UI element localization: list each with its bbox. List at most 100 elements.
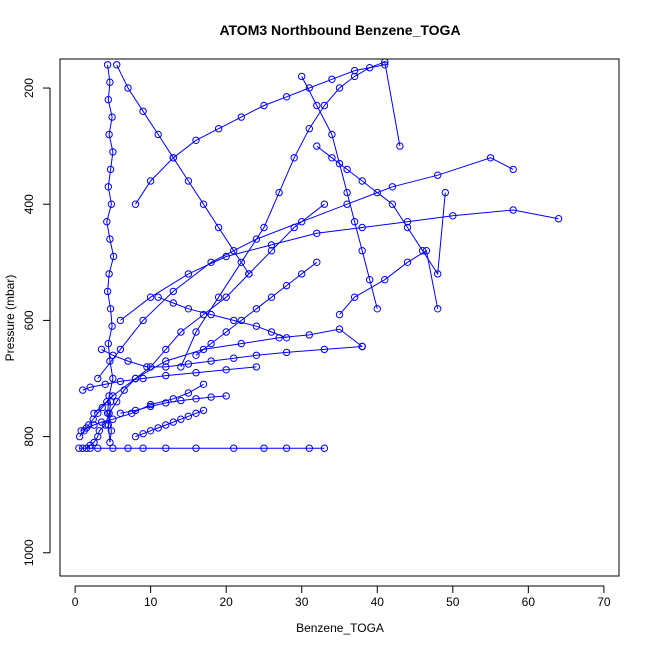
data-point (184, 305, 193, 313)
y-tick-label: 1000 (22, 539, 36, 566)
data-point (237, 113, 246, 121)
series-line (93, 328, 363, 414)
data-point (207, 258, 215, 266)
data-point (328, 130, 336, 139)
data-point (101, 380, 110, 388)
data-point (275, 188, 283, 197)
data-point (184, 177, 193, 185)
data-point (131, 374, 140, 383)
data-point (267, 247, 276, 255)
series-line (135, 64, 385, 205)
data-point (509, 165, 517, 174)
data-point (109, 392, 117, 400)
series-12 (298, 72, 381, 313)
series-line (180, 61, 401, 368)
data-point (214, 223, 223, 232)
series-9 (177, 59, 404, 371)
data-point (199, 406, 208, 415)
x-tick-label: 60 (522, 595, 536, 609)
data-point (162, 345, 170, 354)
data-point (75, 432, 84, 441)
plot-area (75, 59, 563, 452)
y-axis-label: Pressure (mbar) (3, 275, 17, 362)
data-point (146, 402, 155, 411)
data-point (373, 305, 381, 313)
data-point (350, 218, 359, 226)
data-point (79, 386, 87, 394)
data-point (116, 345, 125, 354)
data-point (434, 270, 442, 278)
data-point (230, 444, 238, 452)
data-point (335, 84, 344, 92)
data-point (94, 444, 102, 452)
data-point (207, 357, 215, 365)
data-point (109, 148, 117, 156)
series-line (158, 296, 287, 339)
series-11 (113, 61, 253, 278)
data-point (162, 371, 170, 380)
data-point (328, 154, 336, 162)
data-point (260, 223, 268, 232)
data-point (434, 171, 442, 179)
data-point (207, 310, 215, 319)
data-point (94, 374, 102, 383)
data-point (305, 125, 313, 133)
data-point (80, 427, 88, 435)
data-point (192, 351, 200, 359)
data-point (282, 348, 291, 357)
data-point (109, 444, 117, 452)
x-tick-label: 70 (597, 595, 611, 609)
data-point (343, 165, 351, 174)
data-point (108, 113, 116, 121)
data-point (146, 177, 155, 185)
series-line (120, 395, 227, 414)
data-point (260, 444, 268, 452)
data-point (403, 258, 412, 266)
data-point (109, 374, 117, 383)
data-point (298, 72, 306, 81)
chart-title: ATOM3 Northbound Benzene_TOGA (219, 22, 460, 38)
y-tick-label: 800 (22, 426, 36, 446)
data-point (124, 84, 132, 92)
data-point (90, 438, 98, 447)
data-point (350, 66, 359, 75)
data-point (97, 345, 106, 354)
data-point (252, 351, 261, 359)
data-point (335, 325, 344, 333)
data-point (116, 316, 125, 325)
series-line (195, 261, 318, 356)
series-line (316, 145, 446, 276)
series-18 (192, 258, 321, 359)
x-tick-label: 30 (295, 595, 309, 609)
data-point (131, 200, 140, 208)
data-point (509, 206, 517, 214)
data-point (105, 409, 113, 417)
data-point (305, 444, 313, 452)
data-point (124, 444, 132, 452)
data-point (320, 101, 329, 110)
data-point (98, 403, 107, 412)
data-point (282, 281, 291, 290)
data-point (184, 412, 193, 420)
data-point (313, 101, 321, 110)
series-20 (131, 406, 208, 441)
data-point (104, 339, 113, 348)
data-point (79, 444, 87, 452)
data-point (162, 444, 170, 452)
y-axis: 200 400 600 800 1000 (22, 78, 51, 566)
series-line (79, 401, 108, 437)
data-point (267, 241, 276, 249)
data-point (381, 61, 389, 69)
data-point (486, 154, 495, 162)
data-point (252, 363, 261, 371)
data-point (267, 293, 276, 301)
data-point (366, 276, 374, 284)
x-axis-label: Benzene_TOGA (296, 621, 384, 635)
data-point (222, 366, 230, 374)
data-point (230, 247, 238, 255)
data-point (449, 212, 457, 220)
data-point (105, 270, 113, 278)
series-16 (116, 392, 230, 417)
data-point (192, 444, 200, 452)
data-point (89, 415, 97, 423)
